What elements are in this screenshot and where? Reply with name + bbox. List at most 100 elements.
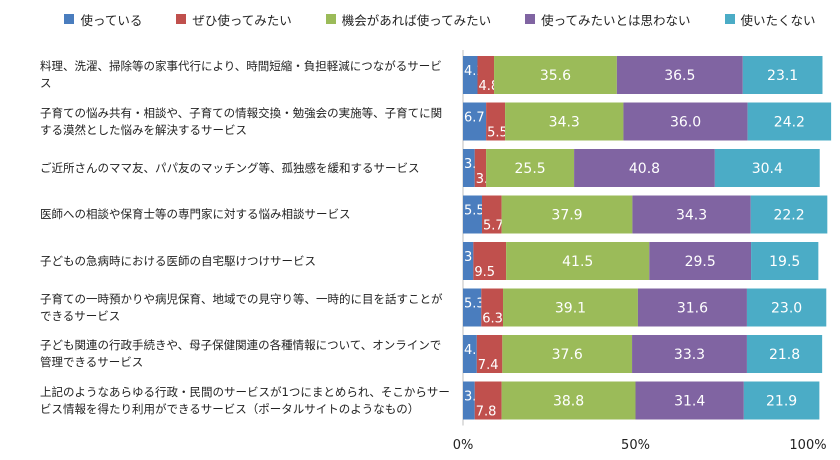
bar-segment xyxy=(473,242,507,280)
legend-swatch xyxy=(525,14,536,24)
legend-label: ぜひ使ってみたい xyxy=(192,12,292,28)
x-tick-label: 50% xyxy=(621,438,650,453)
bar-segment xyxy=(477,56,495,94)
bar-segment xyxy=(632,335,747,373)
bar-segment xyxy=(751,242,819,280)
data-label: 31.6 xyxy=(677,301,708,317)
data-label: 36.0 xyxy=(670,115,701,131)
category-label: 子ども関連の行政手続きや、母子保健関連の各種情報について、オンラインで管理できる… xyxy=(40,338,442,369)
bar-segment xyxy=(476,335,503,373)
bar-segment xyxy=(486,102,506,141)
legend-item: 使いたくない xyxy=(724,10,816,29)
data-label: 29.5 xyxy=(685,254,716,270)
data-label: 35.6 xyxy=(540,68,571,84)
bar-segment xyxy=(481,288,504,327)
data-label: 40.8 xyxy=(629,161,660,177)
data-label: 5.5 xyxy=(487,126,508,141)
bar-segment xyxy=(746,288,827,327)
data-label: 30.4 xyxy=(752,161,783,177)
category-label: 子育ての悩み共有・相談や、子育ての情報交換・勉強会の実施等、子育てに関する漠然と… xyxy=(40,105,443,137)
legend-swatch xyxy=(724,14,735,24)
bar-segment xyxy=(747,102,832,141)
data-label: 22.2 xyxy=(773,208,804,224)
data-label: 19.5 xyxy=(769,254,800,270)
category-label: 医師への相談や保育士等の専門家に対する悩み相談サービス xyxy=(40,207,351,221)
data-label: 34.3 xyxy=(676,208,707,224)
bar-segment xyxy=(463,195,482,234)
data-label: 5.3 xyxy=(464,297,485,312)
bar-segment xyxy=(750,195,828,234)
data-label: 9.5 xyxy=(474,265,495,280)
data-label: 6.3 xyxy=(482,312,503,327)
data-label: 41.5 xyxy=(562,254,593,270)
bar-segment xyxy=(649,242,752,280)
legend: 使っている ぜひ使ってみたい 機会があれば使ってみたい 使ってみたいとは思わない 使いた… xyxy=(60,8,820,30)
bar-segment xyxy=(474,381,502,420)
data-label: 39.1 xyxy=(555,301,586,317)
data-label: 37.9 xyxy=(551,208,582,224)
data-label: 34.3 xyxy=(549,115,580,131)
bar-segment xyxy=(743,381,820,420)
data-label: 21.8 xyxy=(769,347,800,363)
data-label: 25.5 xyxy=(515,161,546,177)
bar-segment xyxy=(574,149,715,187)
data-label: 33.3 xyxy=(674,347,705,363)
data-label: 37.6 xyxy=(552,347,583,363)
legend-swatch xyxy=(325,14,336,24)
bar-segment xyxy=(481,195,502,234)
bar-segment xyxy=(463,149,475,187)
data-label: 31.4 xyxy=(674,394,705,410)
bar-segment xyxy=(632,195,751,234)
bar-segment xyxy=(463,288,482,327)
category-label: 料理、洗濯、掃除等の家事代行により、時間短縮・負担軽減につながるサービス xyxy=(40,59,442,90)
legend-swatch xyxy=(64,14,75,24)
x-tick-label: 0% xyxy=(452,438,474,453)
bar-segment xyxy=(506,242,650,280)
bar-segment xyxy=(502,335,633,373)
category-label: 子どもの急病時における医師の自宅駆けつけサービス xyxy=(40,253,316,268)
legend-item: 使っている xyxy=(64,10,142,29)
bar-segment xyxy=(486,149,575,187)
bar-segment xyxy=(463,242,474,280)
bar-segment xyxy=(501,381,636,420)
data-label: 5.5 xyxy=(464,204,485,219)
bar-segment xyxy=(463,56,478,94)
bar-segment xyxy=(501,195,633,234)
x-tick-label: 100% xyxy=(789,438,827,453)
data-label: 36.5 xyxy=(664,68,695,84)
legend-label: 機会があれば使ってみたい xyxy=(341,12,492,28)
bar-segment xyxy=(714,149,820,187)
bar-segment xyxy=(616,56,743,94)
legend-item: 使ってみたいとは思わない xyxy=(525,10,691,29)
data-label: 38.8 xyxy=(553,394,584,410)
category-label: ご近所さんのママ友、パパ友のマッチング等、孤独感を緩和するサービス xyxy=(40,160,420,175)
bar-segment xyxy=(623,102,748,141)
legend-item: 機会があれば使ってみたい xyxy=(325,10,492,29)
legend-swatch xyxy=(176,14,187,24)
bar-segment xyxy=(463,335,477,373)
legend-label: 使ってみたいとは思わない xyxy=(541,12,691,28)
data-label: 24.2 xyxy=(774,115,805,131)
legend-label: 使いたくない xyxy=(740,12,816,28)
bar-segment xyxy=(505,102,624,141)
legend-item: ぜひ使ってみたい xyxy=(176,10,292,29)
bar-segment xyxy=(742,56,823,94)
data-label: 7.8 xyxy=(476,405,497,420)
bar-segment xyxy=(474,149,487,187)
category-label: 子育ての一時預かりや病児保育、地域での見守り等、一時的に目を話すことができるサー… xyxy=(40,291,443,323)
bar-segment xyxy=(463,381,475,420)
category-label: 上記のようなあらゆる行政・民間のサービスが1つにまとめられ、そこからサービス情報… xyxy=(40,384,450,416)
data-label: 5.7 xyxy=(483,219,504,234)
bar-segment xyxy=(637,288,747,327)
data-label: 4.8 xyxy=(478,79,499,94)
data-label: 23.0 xyxy=(771,301,802,317)
bar-segment xyxy=(463,102,487,141)
bar-segment xyxy=(746,335,823,373)
bar-segment xyxy=(635,381,744,420)
data-label: 7.4 xyxy=(478,358,499,373)
bar-segment xyxy=(503,288,638,327)
bar-segment xyxy=(494,56,617,94)
data-label: 21.9 xyxy=(766,394,797,410)
